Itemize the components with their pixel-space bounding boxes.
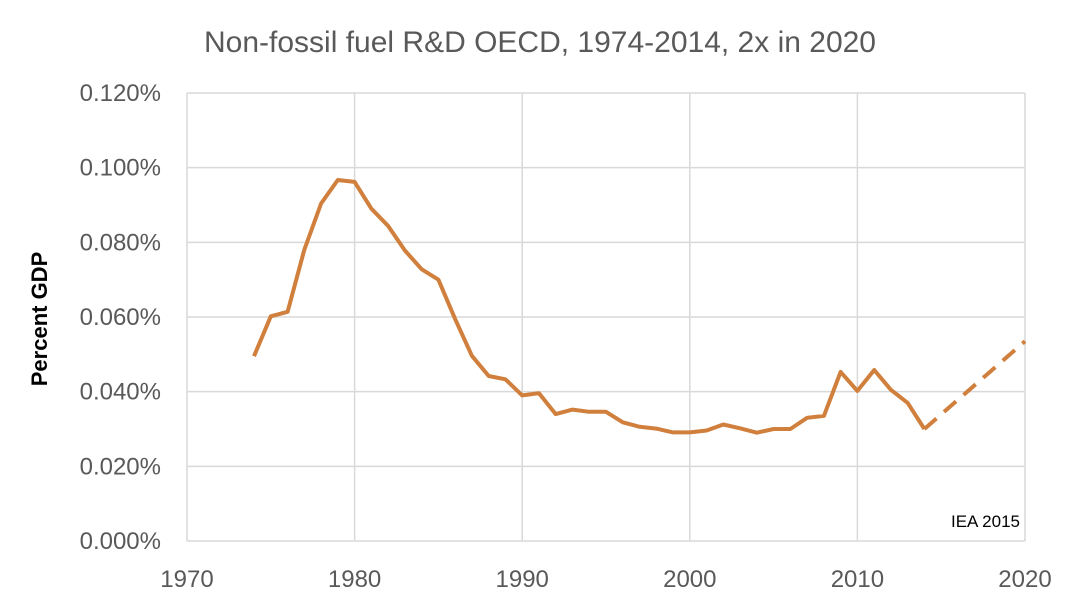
gridlines [186, 92, 1026, 542]
x-tick-label: 1990 [496, 566, 549, 593]
y-tick-label: 0.040% [80, 379, 161, 406]
source-annotation: IEA 2015 [951, 512, 1020, 531]
x-axis-ticks: 1970 1980 1990 2000 2010 2020 [160, 566, 1051, 593]
projection-line [923, 339, 1027, 431]
y-axis-label: Percent GDP [27, 252, 52, 387]
x-tick-label: 2010 [831, 566, 884, 593]
series-line [252, 178, 927, 435]
series-group [252, 178, 1027, 435]
x-tick-label: 1980 [328, 566, 381, 593]
x-tick-label: 1970 [160, 566, 213, 593]
y-tick-label: 0.060% [80, 304, 161, 331]
y-tick-label: 0.000% [80, 528, 161, 555]
y-axis-ticks: 0.000% 0.020% 0.040% 0.060% 0.080% 0.100% 0.12… [80, 80, 161, 555]
x-tick-label: 2000 [663, 566, 716, 593]
chart-title: Non-fossil fuel R&D OECD, 1974-2014, 2x … [204, 26, 876, 59]
y-tick-label: 0.020% [80, 453, 161, 480]
x-tick-label: 2020 [998, 566, 1051, 593]
y-tick-label: 0.080% [80, 229, 161, 256]
y-tick-label: 0.120% [80, 80, 161, 107]
y-tick-label: 0.100% [80, 155, 161, 182]
